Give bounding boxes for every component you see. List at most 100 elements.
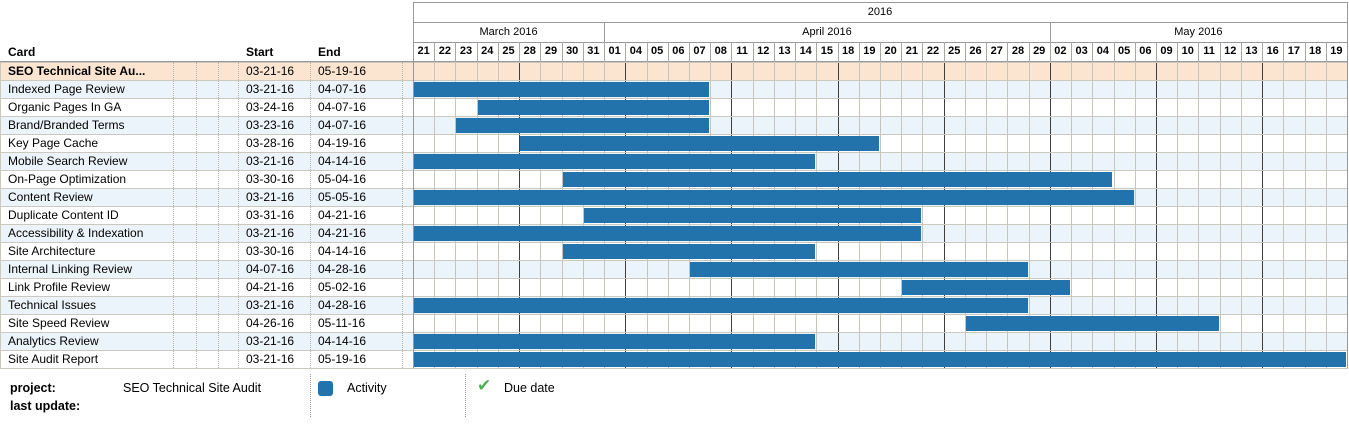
day-boundary-line (1092, 42, 1094, 62)
day-boundary-line (561, 42, 563, 62)
day-header: 16 (1266, 45, 1279, 57)
task-end-date: 04-19-16 (318, 136, 367, 150)
day-boundary-line (667, 42, 669, 62)
legend-separator (310, 374, 311, 417)
hidden-column-guide (217, 62, 219, 368)
gantt-bar[interactable] (414, 334, 816, 349)
day-header: 08 (714, 45, 727, 57)
activity-label: Activity (347, 381, 387, 395)
gantt-bar[interactable] (414, 154, 816, 169)
gantt-bar[interactable] (689, 262, 1028, 277)
gantt-bar[interactable] (965, 316, 1219, 331)
day-boundary-line (922, 42, 924, 62)
day-header: 06 (672, 45, 685, 57)
day-grid-line (1071, 62, 1073, 368)
task-name: Site Audit Report (8, 352, 99, 366)
day-boundary-line (1155, 42, 1157, 62)
gantt-bar[interactable] (414, 82, 710, 97)
gantt-bar[interactable] (414, 190, 1134, 205)
table-row[interactable]: Link Profile Review 04-21-16 05-02-16 (0, 278, 1347, 296)
task-name: Analytics Review (8, 334, 99, 348)
task-end-date: 04-07-16 (318, 82, 367, 96)
day-boundary-line (986, 42, 988, 62)
table-row[interactable]: Duplicate Content ID 03-31-16 04-21-16 (0, 206, 1347, 224)
gantt-bar[interactable] (414, 352, 1346, 367)
day-grid-line (455, 62, 457, 368)
day-boundary-line (1219, 42, 1221, 62)
table-row[interactable]: On-Page Optimization 03-30-16 05-04-16 (0, 170, 1347, 188)
table-row[interactable]: Site Architecture 03-30-16 04-14-16 (0, 242, 1347, 260)
task-end-date: 04-07-16 (318, 118, 367, 132)
table-row[interactable]: Site Speed Review 04-26-16 05-11-16 (0, 314, 1347, 332)
task-end-date: 05-04-16 (318, 172, 367, 186)
day-boundary-line (476, 42, 478, 62)
day-boundary-line (795, 42, 797, 62)
table-row[interactable]: Organic Pages In GA 03-24-16 04-07-16 (0, 98, 1347, 116)
gantt-bar[interactable] (902, 280, 1071, 295)
row-line (0, 80, 1348, 81)
task-end-date: 05-19-16 (318, 352, 367, 366)
day-boundary-line (1113, 42, 1115, 62)
table-row[interactable]: Analytics Review 03-21-16 04-14-16 (0, 332, 1347, 350)
chart-left-border (413, 62, 414, 368)
week-grid-line (943, 62, 945, 368)
day-boundary-line (434, 42, 436, 62)
table-row[interactable]: Technical Issues 03-21-16 04-28-16 (0, 296, 1347, 314)
day-boundary-line (1071, 42, 1073, 62)
table-row[interactable]: Indexed Page Review 03-21-16 04-07-16 (0, 80, 1347, 98)
gantt-bar[interactable] (477, 100, 710, 115)
table-row[interactable]: Internal Linking Review 04-07-16 04-28-16 (0, 260, 1347, 278)
gantt-bar[interactable] (562, 172, 1113, 187)
day-header: 26 (969, 45, 982, 57)
day-header: 29 (1033, 45, 1046, 57)
column-header-end: End (318, 45, 341, 59)
gantt-bar[interactable] (414, 298, 1028, 313)
task-start-date: 03-31-16 (246, 208, 295, 222)
day-boundary-line (1198, 42, 1200, 62)
day-boundary-line (497, 42, 499, 62)
row-line (0, 242, 1348, 243)
task-end-date: 05-02-16 (318, 280, 367, 294)
table-row[interactable]: Key Page Cache 03-28-16 04-19-16 (0, 134, 1347, 152)
day-header: 12 (1224, 45, 1237, 57)
day-grid-line (1092, 62, 1094, 368)
task-name: Technical Issues (8, 298, 97, 312)
project-row[interactable]: SEO Technical Site Au... 03-21-16 05-19-16 (0, 62, 1347, 80)
day-header: 19 (863, 45, 876, 57)
table-row[interactable]: Site Audit Report 03-21-16 05-19-16 (0, 350, 1347, 368)
gantt-bar[interactable] (456, 118, 710, 133)
header-border (413, 2, 1348, 3)
task-start-date: 03-30-16 (246, 172, 295, 186)
project-label: project: (10, 381, 56, 395)
table-row[interactable]: Content Review 03-21-16 05-05-16 (0, 188, 1347, 206)
table-row[interactable]: Accessibility & Indexation 03-21-16 04-21-… (0, 224, 1347, 242)
row-line (0, 206, 1348, 207)
row-line (0, 152, 1348, 153)
task-start-date: 03-21-16 (246, 226, 295, 240)
gantt-bar[interactable] (520, 136, 879, 151)
day-header: 18 (1309, 45, 1322, 57)
day-boundary-line (1262, 42, 1264, 62)
table-row[interactable]: Mobile Search Review 03-21-16 04-14-16 (0, 152, 1347, 170)
row-line (0, 296, 1348, 297)
gantt-bar[interactable] (414, 226, 922, 241)
gantt-bar[interactable] (583, 208, 922, 223)
activity-swatch-icon (318, 381, 333, 396)
day-grid-line (1028, 62, 1030, 368)
day-header: 11 (1203, 45, 1215, 57)
row-line (0, 116, 1348, 117)
hidden-column-guide (401, 62, 403, 368)
day-boundary-line (943, 42, 945, 62)
task-start-date: 03-28-16 (246, 136, 295, 150)
day-header: 21 (417, 45, 430, 57)
day-grid-line (476, 62, 478, 368)
day-header: 13 (1245, 45, 1258, 57)
project-value: SEO Technical Site Audit (123, 381, 262, 395)
day-grid-line (1283, 62, 1285, 368)
day-grid-line (582, 62, 584, 368)
gantt-bar[interactable] (562, 244, 816, 259)
task-start-date: 03-21-16 (246, 82, 295, 96)
day-header: 22 (926, 45, 940, 57)
table-row[interactable]: Brand/Branded Terms 03-23-16 04-07-16 (0, 116, 1347, 134)
